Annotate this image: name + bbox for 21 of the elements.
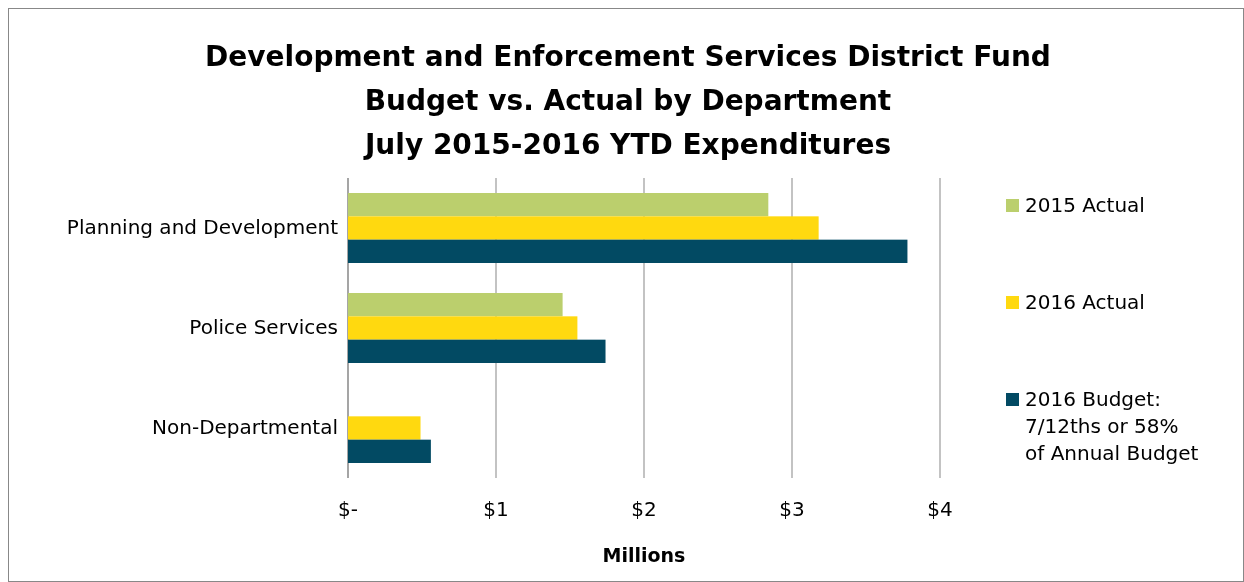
x-tick-label: $3 — [779, 497, 805, 521]
y-tick-label: Planning and Development — [66, 214, 339, 239]
bar — [348, 439, 431, 463]
y-tick-label: Police Services — [189, 314, 338, 339]
x-axis-title: Millions — [602, 544, 686, 566]
legend-label: 2016 Actual — [1025, 289, 1145, 314]
legend-label: 2015 Actual — [1025, 192, 1145, 217]
x-tick-label: $2 — [631, 497, 657, 521]
bar — [348, 293, 563, 317]
x-tick-label: $1 — [483, 497, 509, 521]
x-tick-label: $4 — [927, 497, 953, 521]
bar — [348, 339, 606, 363]
bar — [348, 193, 769, 217]
legend-label: 2016 Budget: 7/12ths or 58% of Annual Budget — [1025, 386, 1199, 465]
bar — [348, 416, 421, 440]
bar — [348, 216, 819, 240]
chart-title: Development and Enforcement Services District Fund Budget vs. Actual by Department July 2015-2016 YTD Expenditures — [205, 40, 1051, 161]
bar — [348, 239, 908, 263]
bar — [348, 316, 578, 340]
x-tick-label: $- — [338, 497, 358, 521]
y-tick-label: Non-Departmental — [152, 414, 338, 439]
